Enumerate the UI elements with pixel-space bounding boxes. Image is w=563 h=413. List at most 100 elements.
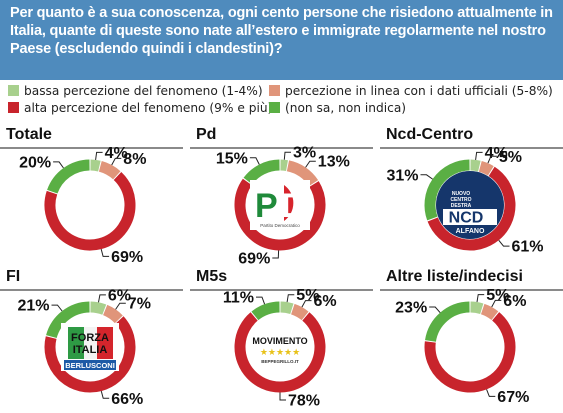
slice-unknown: [251, 301, 280, 321]
slice-high: [44, 171, 136, 251]
panel-divider: [190, 289, 373, 291]
fi-logo-line2: ITALIA: [73, 344, 108, 356]
leader-line: [305, 160, 316, 168]
label-unknown: 23%: [395, 300, 427, 317]
panel-m5s: M5s MOVIMENTO ★★★★★ BEPPEGRILLO.IT 5% 6% 78% 1…: [190, 268, 373, 410]
slice-in-line: [480, 303, 499, 321]
leader-line: [491, 299, 502, 308]
leader-line: [475, 151, 483, 160]
legend-item-in-line: percezione in linea con i dati ufficiali…: [269, 84, 553, 98]
leader-line: [111, 157, 122, 166]
donut-chart-totale: 4%8% 69% 20%: [19, 145, 146, 266]
slice-low: [90, 159, 101, 172]
label-low: 5%: [486, 287, 509, 304]
slice-unknown: [425, 301, 470, 343]
slice-high: [424, 312, 516, 393]
panel-title: Totale: [6, 126, 52, 143]
panel-title: FI: [6, 268, 21, 285]
legend-swatch-in-line: [269, 85, 280, 96]
label-high: 69%: [111, 249, 143, 266]
leader-line: [249, 157, 260, 165]
label-unknown: 15%: [216, 150, 248, 167]
ncd-logo-line1: NUOVO: [452, 191, 470, 197]
label-unknown: 21%: [17, 298, 49, 315]
label-low: 3%: [293, 145, 316, 162]
label-high: 66%: [111, 391, 143, 408]
label-high: 78%: [288, 393, 320, 410]
legend-label-low: bassa percezione del fenomeno (1-4%): [24, 84, 263, 98]
slice-high: [427, 166, 516, 251]
slice-unknown: [424, 159, 470, 221]
leader-line: [279, 392, 286, 401]
ncd-logo-line2: CENTRO: [450, 197, 471, 203]
label-unknown: 31%: [386, 167, 418, 184]
leader-line: [420, 174, 433, 180]
legend-item-low: bassa percezione del fenomeno (1-4%): [8, 84, 263, 98]
pd-logo-text-d: D: [281, 187, 306, 225]
panel-title: M5s: [196, 268, 228, 285]
panel-title: Pd: [196, 126, 217, 143]
legend: bassa percezione del fenomeno (1-4%) per…: [0, 80, 563, 120]
slice-low: [280, 301, 294, 315]
slice-in-line: [286, 160, 319, 187]
leader-line: [429, 306, 441, 314]
leader-line: [272, 250, 280, 259]
label-high: 61%: [512, 239, 544, 256]
label-in-line: 6%: [314, 293, 337, 310]
label-unknown: 11%: [223, 290, 254, 307]
leader-line: [115, 302, 126, 310]
slice-in-line: [102, 304, 123, 324]
label-in-line: 13%: [318, 154, 350, 171]
ncd-logo-line3: DESTRA: [451, 203, 472, 209]
chart-question-title: Per quanto è a sua conoscenza, ogni cent…: [10, 5, 553, 57]
legend-swatch-high: [8, 102, 19, 113]
label-in-line: 6%: [503, 293, 526, 310]
slice-in-line: [98, 161, 121, 180]
leader-line: [256, 296, 266, 305]
legend-label-high: alta percezione del fenomeno (9% e più): [24, 101, 273, 115]
slice-high: [234, 178, 326, 251]
slice-low: [90, 301, 107, 315]
legend-swatch-low: [8, 85, 19, 96]
leader-line: [283, 151, 291, 160]
fi-logo-caption: BERLUSCONI: [65, 361, 115, 370]
panel-altre-liste: Altre liste/indecisi 5% 6% 67% 23%: [380, 268, 563, 408]
label-in-line: 5%: [499, 149, 522, 166]
slice-low: [280, 159, 288, 172]
panel-divider: [380, 289, 563, 291]
slice-high: [234, 312, 326, 393]
m5s-logo-icon: MOVIMENTO★★★★★ BEPPEGRILLO.IT: [246, 313, 314, 381]
legend-label-in-line: percezione in linea con i dati ufficiali…: [285, 84, 553, 98]
panel-divider: [380, 147, 563, 149]
leader-line: [487, 155, 497, 164]
leader-line: [498, 239, 510, 247]
leader-line: [486, 389, 496, 397]
slice-unknown: [47, 159, 90, 194]
m5s-logo-text: MOVIMENTO: [252, 336, 307, 346]
label-low: 6%: [108, 287, 131, 304]
donut-chart-altre-liste: 5%6% 67% 23%: [395, 287, 529, 406]
leader-line: [476, 294, 485, 303]
pd-logo-caption: Partito Democratico: [260, 223, 300, 228]
label-low: 5%: [296, 287, 319, 304]
panel-divider: [0, 147, 183, 149]
header-banner: Per quanto è a sua conoscenza, ogni cent…: [0, 0, 563, 80]
fi-logo-line1: FORZA: [71, 332, 109, 344]
panel-title: Altre liste/indecisi: [386, 268, 523, 285]
slice-in-line: [478, 161, 494, 176]
label-unknown: 20%: [19, 154, 51, 171]
label-low: 4%: [105, 145, 128, 162]
slice-unknown: [243, 159, 280, 185]
panel-pd: Pd P D Partito Democratico 3% 13% 69% 15%: [190, 126, 373, 268]
label-in-line: 7%: [128, 296, 151, 313]
leader-line: [100, 248, 110, 257]
panel-ncd-centro: Ncd-Centro NUOVO CENTRO DESTRA NCD ALFANO 4% 5…: [380, 126, 563, 266]
m5s-logo-caption: BEPPEGRILLO.IT: [261, 359, 299, 364]
legend-item-unknown: (non sa, non indica): [269, 101, 406, 115]
slice-low: [470, 301, 484, 315]
leader-line: [95, 151, 103, 160]
